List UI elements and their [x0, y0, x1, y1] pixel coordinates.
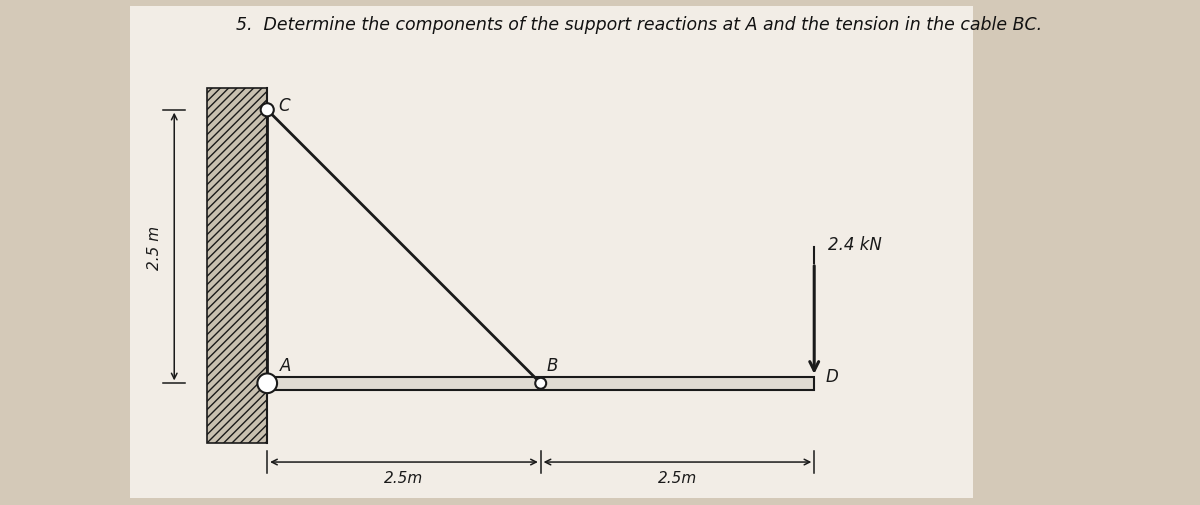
Circle shape: [257, 374, 277, 393]
Text: 2.4 kN: 2.4 kN: [828, 236, 882, 254]
Text: 2.5 m: 2.5 m: [148, 225, 162, 269]
Polygon shape: [208, 89, 268, 443]
Polygon shape: [268, 377, 815, 390]
Text: D: D: [826, 367, 838, 385]
Text: 2.5m: 2.5m: [384, 470, 424, 485]
Text: A: A: [281, 357, 292, 374]
Text: B: B: [546, 357, 558, 374]
Circle shape: [260, 104, 274, 117]
Circle shape: [535, 378, 546, 389]
Text: 2.5m: 2.5m: [658, 470, 697, 485]
Text: 5.  Determine the components of the support reactions at A and the tension in th: 5. Determine the components of the suppo…: [236, 17, 1042, 34]
FancyBboxPatch shape: [131, 7, 973, 498]
Text: C: C: [278, 96, 289, 115]
